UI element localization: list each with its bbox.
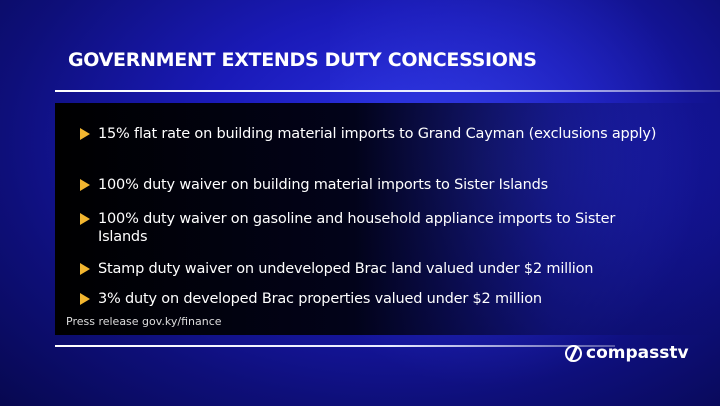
compasstv-logo: compasstv [565,343,689,363]
compass-logo-icon [565,344,582,362]
headline: GOVERNMENT EXTENDS DUTY CONCESSIONS [68,49,537,71]
triangle-bullet-icon [80,213,90,225]
bullet-item: Stamp duty waiver on undeveloped Brac la… [80,260,660,278]
source-credit: Press release gov.ky/finance [66,315,222,328]
triangle-bullet-icon [80,293,90,305]
bullet-item: 100% duty waiver on gasoline and househo… [80,210,660,246]
bottom-divider [55,345,615,347]
triangle-bullet-icon [80,263,90,275]
content-panel [55,103,720,335]
bullet-item: 3% duty on developed Brac properties val… [80,290,660,308]
title-divider [55,90,720,92]
bullet-item: 100% duty waiver on building material im… [80,176,660,194]
bullet-item: 15% flat rate on building material impor… [80,125,660,143]
triangle-bullet-icon [80,128,90,140]
triangle-bullet-icon [80,179,90,191]
